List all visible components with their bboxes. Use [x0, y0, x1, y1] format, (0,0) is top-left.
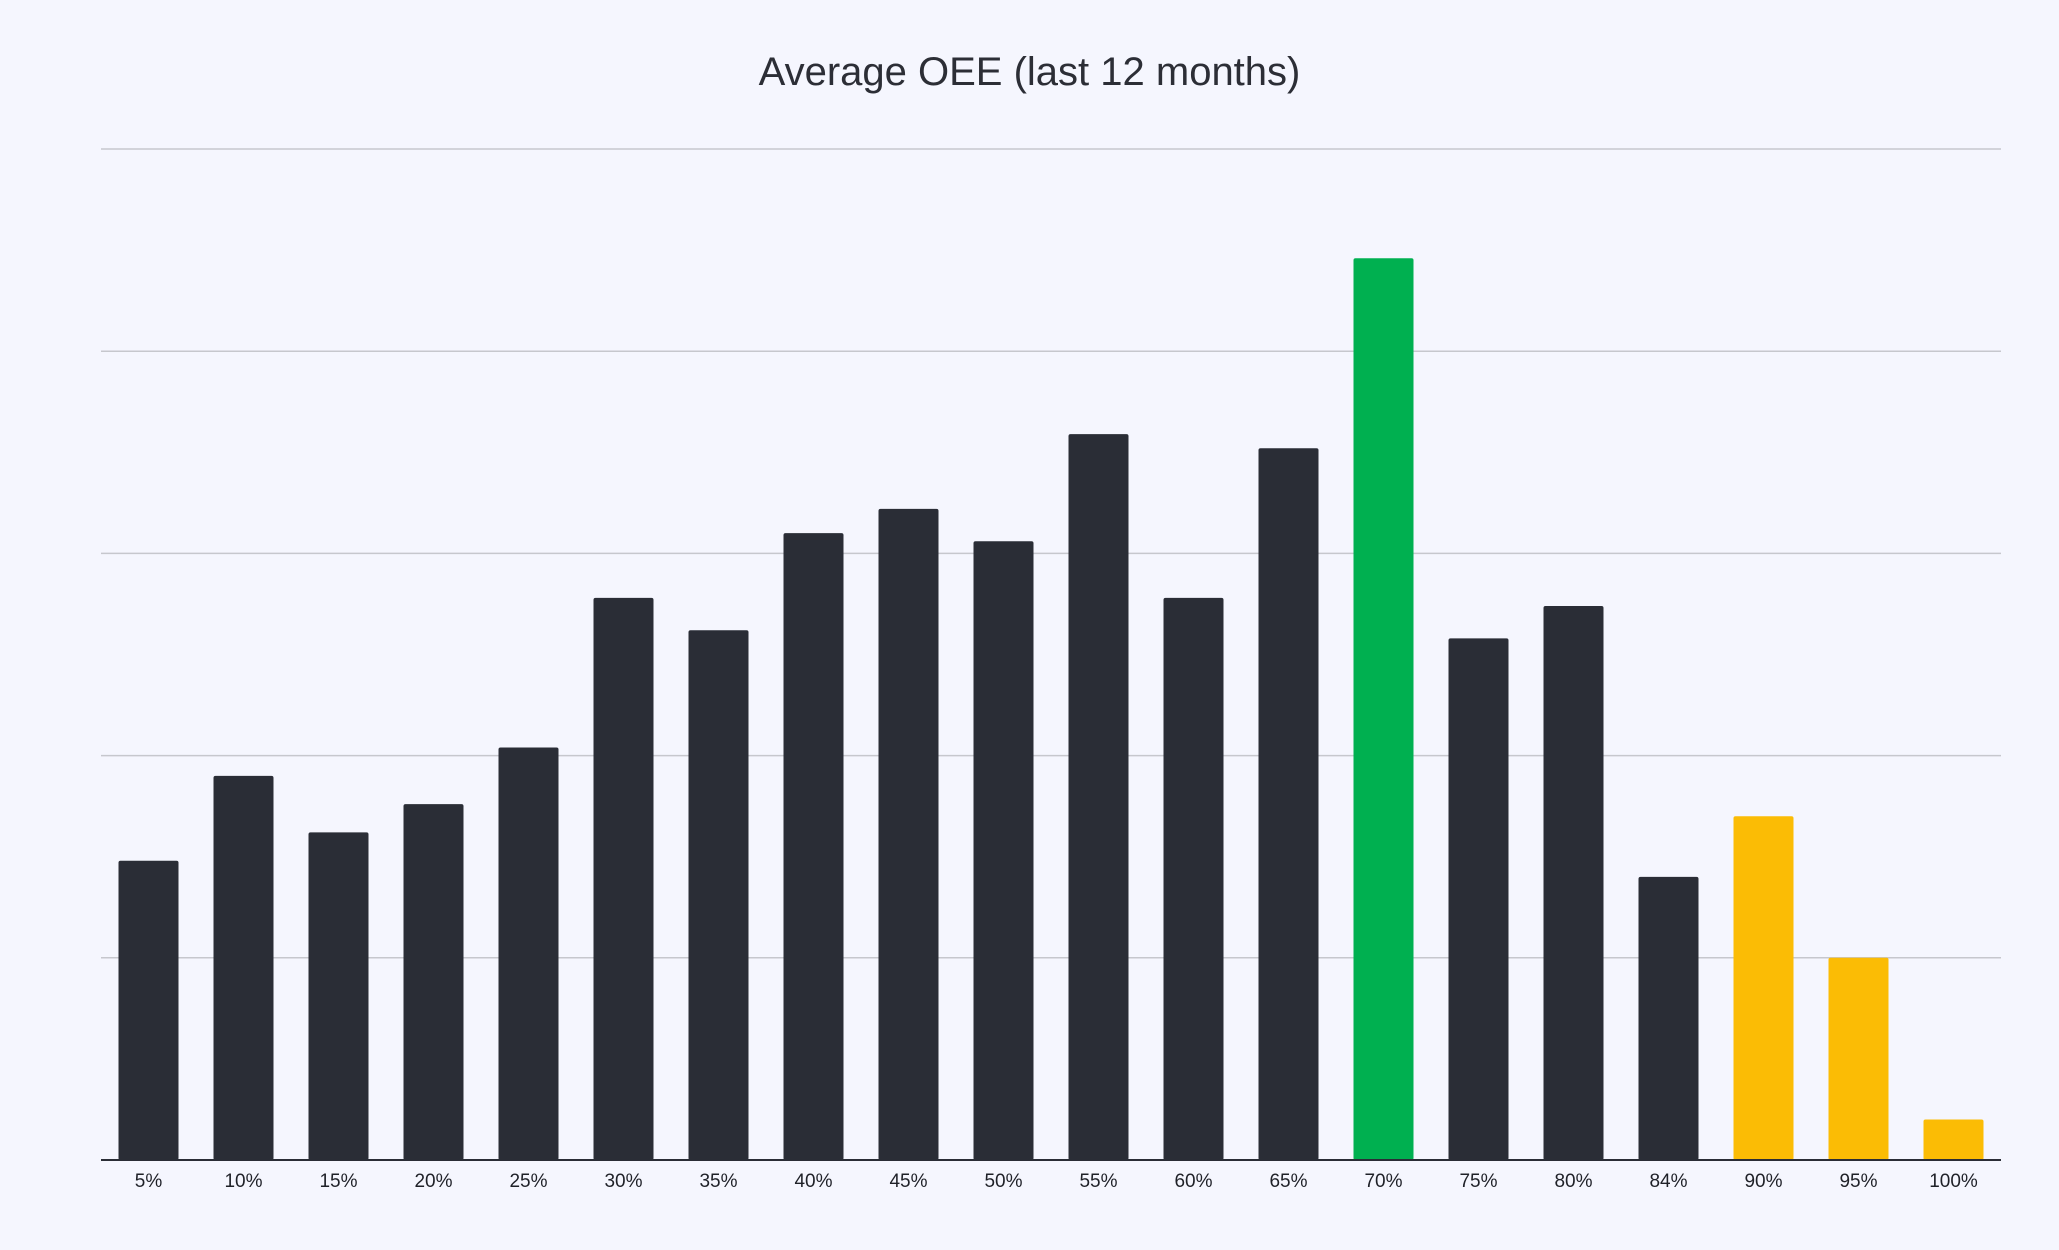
bar-60-percent	[1163, 597, 1224, 1160]
bar-65-percent	[1258, 448, 1319, 1161]
x-tick-label: 40%	[794, 1171, 832, 1192]
bar-35-percent	[688, 630, 749, 1160]
bar-55-percent	[1068, 434, 1129, 1160]
x-tick-label: 10%	[224, 1171, 262, 1192]
x-tick-label: 45%	[889, 1171, 927, 1192]
bar-30-percent	[593, 597, 654, 1160]
x-tick-label: 95%	[1839, 1171, 1877, 1192]
bar-5-percent	[118, 860, 179, 1160]
x-tick-label: 100%	[1929, 1171, 1978, 1192]
x-tick-label: 70%	[1364, 1171, 1402, 1192]
gridlines	[101, 148, 2001, 959]
x-tick-label: 20%	[414, 1171, 452, 1192]
bar-40-percent	[783, 533, 844, 1160]
x-tick-label: 84%	[1649, 1171, 1687, 1192]
x-tick-label: 30%	[604, 1171, 642, 1192]
x-tick-label: 50%	[984, 1171, 1022, 1192]
bar-75-percent	[1448, 638, 1509, 1160]
bar-80-percent	[1543, 605, 1604, 1160]
bar-100-percent	[1923, 1119, 1984, 1160]
bars	[118, 258, 1984, 1161]
x-tick-label: 90%	[1744, 1171, 1782, 1192]
bar-95-percent	[1828, 957, 1889, 1160]
x-tick-label: 55%	[1079, 1171, 1117, 1192]
bar-84-percent	[1638, 876, 1699, 1160]
bar-25-percent	[498, 747, 559, 1160]
x-tick-label: 60%	[1174, 1171, 1212, 1192]
x-tick-label: 65%	[1269, 1171, 1307, 1192]
bar-10-percent	[213, 775, 274, 1160]
x-tick-label: 75%	[1459, 1171, 1497, 1192]
bar-90-percent	[1733, 816, 1794, 1160]
bar-45-percent	[878, 508, 939, 1160]
bar-20-percent	[403, 804, 464, 1160]
x-tick-label: 35%	[699, 1171, 737, 1192]
x-tick-label: 80%	[1554, 1171, 1592, 1192]
bar-15-percent	[308, 832, 369, 1160]
chart-title: Average OEE (last 12 months)	[758, 50, 1301, 94]
bar-70-percent	[1353, 258, 1414, 1160]
x-tick-label: 15%	[319, 1171, 357, 1192]
bar-50-percent	[973, 541, 1034, 1160]
x-tick-label: 5%	[135, 1171, 163, 1192]
x-tick-labels: 5% 10% 15% 20% 25% 30% 35% 40% 45% 50% 55% 60% 65% 70…	[135, 1171, 1978, 1192]
x-tick-label: 25%	[509, 1171, 547, 1192]
